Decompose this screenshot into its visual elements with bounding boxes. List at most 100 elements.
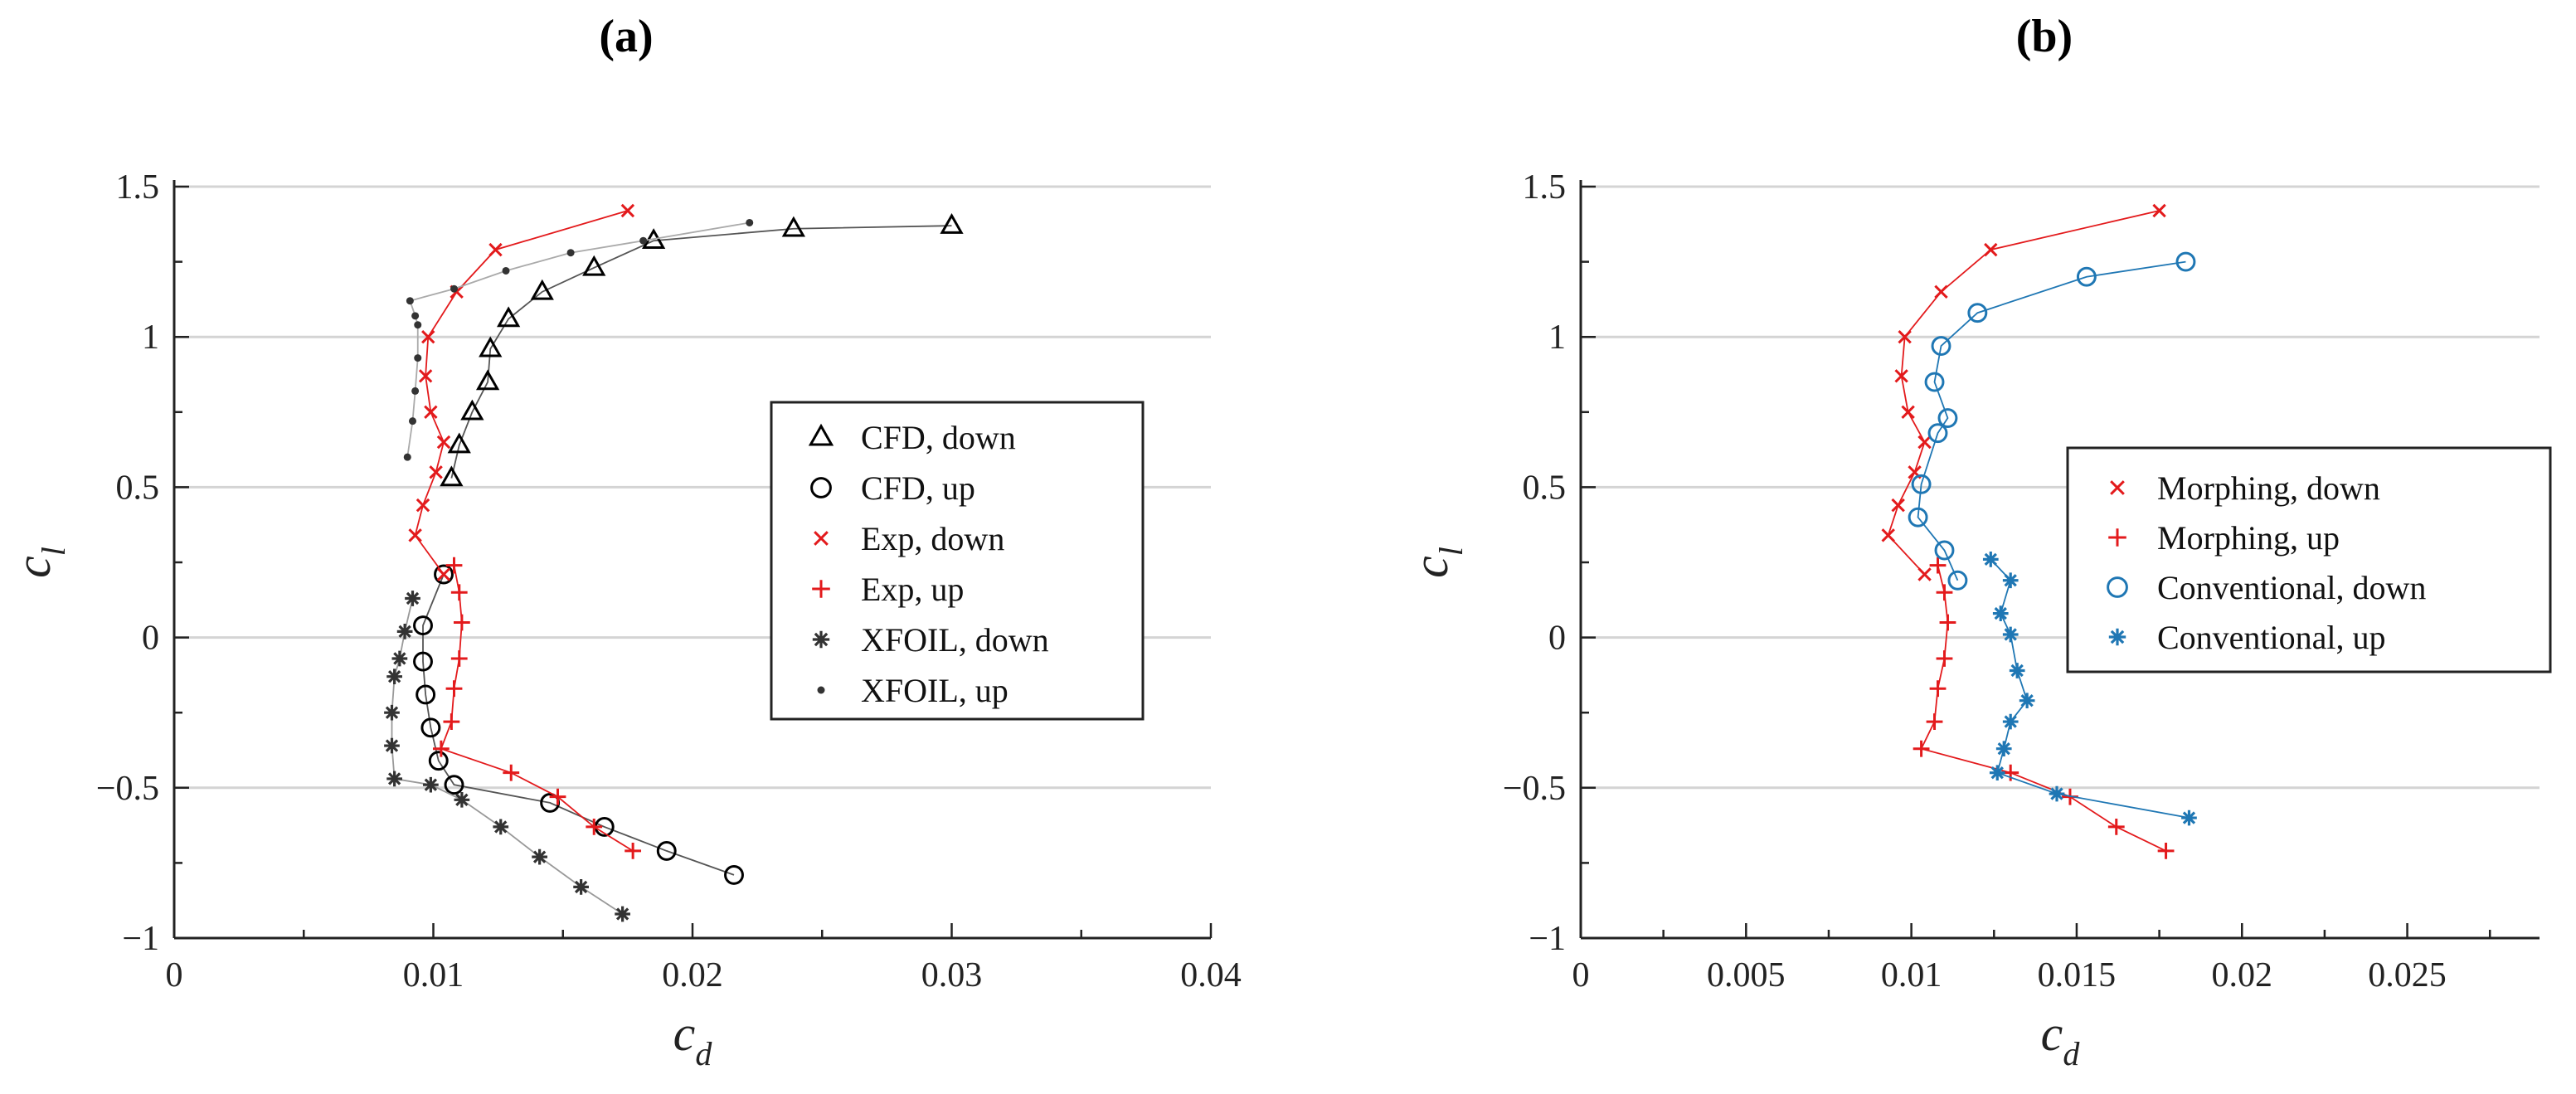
legend-box bbox=[770, 401, 1145, 721]
series-xfoil-up bbox=[403, 218, 754, 461]
x-tick-label: 0.01 bbox=[1881, 956, 1942, 994]
chart-panel-a: 0 0.01 0.02 0.03 0.04−1−0.500.511.5cdclCFD, … bbox=[6, 168, 1242, 1072]
data-point-marker bbox=[403, 453, 411, 461]
data-point-marker bbox=[414, 354, 422, 362]
data-point-marker bbox=[1929, 680, 1947, 698]
series-line bbox=[414, 210, 629, 576]
data-point-marker bbox=[416, 498, 430, 513]
data-point-marker bbox=[1982, 552, 1999, 567]
data-point-marker bbox=[386, 669, 402, 685]
series-line bbox=[440, 565, 634, 852]
data-point-marker bbox=[1967, 303, 1988, 323]
data-point-marker bbox=[1992, 605, 2009, 621]
series-line bbox=[1917, 260, 2186, 581]
data-point-marker bbox=[781, 216, 806, 237]
legend-entry: Morphing, down bbox=[2157, 469, 2380, 507]
data-point-marker bbox=[436, 567, 451, 581]
data-point-marker bbox=[573, 879, 589, 895]
y-axis-label: cl bbox=[1403, 547, 1470, 578]
y-axis-label: cl bbox=[6, 547, 72, 578]
data-point-marker bbox=[391, 650, 408, 667]
y-tick-label: 0 bbox=[1548, 620, 1566, 658]
data-point-marker bbox=[1913, 740, 1930, 757]
data-point-marker bbox=[502, 266, 510, 275]
data-point-marker bbox=[444, 775, 464, 795]
data-point-marker bbox=[1924, 372, 1945, 392]
data-point-marker bbox=[424, 405, 438, 420]
y-tick-label: 1.5 bbox=[1523, 168, 1567, 207]
y-axis-label-subscript: l bbox=[1432, 547, 1470, 556]
data-point-marker bbox=[406, 297, 414, 305]
x-axis-label-main: c bbox=[2041, 1006, 2063, 1061]
data-point-marker bbox=[409, 417, 416, 425]
data-point-marker bbox=[1929, 557, 1947, 574]
chart-panel-b: 0 0.005 0.01 0.015 0.02 0.025−1−0.500.511.5cd… bbox=[1403, 168, 2552, 1072]
data-point-marker bbox=[434, 564, 454, 585]
data-point-marker bbox=[420, 717, 441, 738]
data-point-marker bbox=[436, 435, 451, 450]
data-point-marker bbox=[440, 465, 464, 487]
data-point-marker bbox=[453, 614, 470, 631]
y-tick-label: 0 bbox=[142, 620, 159, 658]
data-point-marker bbox=[1947, 570, 1968, 591]
legend-entry: XFOIL, up bbox=[861, 672, 1009, 709]
y-axis-label-subscript: l bbox=[35, 547, 72, 556]
legend-marker bbox=[2108, 628, 2126, 646]
series-line bbox=[450, 225, 952, 479]
series-xfoil-down bbox=[384, 591, 630, 922]
data-point-marker bbox=[1934, 540, 1955, 561]
data-point-marker bbox=[445, 680, 463, 698]
legend-marker bbox=[808, 423, 834, 446]
data-point-marker bbox=[1917, 567, 1932, 581]
x-tick-label: 0.04 bbox=[1180, 956, 1242, 994]
series-exp-up bbox=[432, 557, 642, 859]
series-cfd-down bbox=[440, 212, 964, 487]
legend-box bbox=[2066, 446, 2552, 673]
data-point-marker bbox=[1911, 474, 1932, 494]
legend-marker bbox=[817, 686, 825, 694]
data-point-marker bbox=[2107, 819, 2125, 835]
data-point-marker bbox=[411, 387, 420, 395]
series-line bbox=[406, 221, 750, 458]
x-tick-label: 0.02 bbox=[662, 956, 723, 994]
legend-marker bbox=[2108, 528, 2126, 547]
data-point-marker bbox=[421, 329, 435, 344]
data-point-marker bbox=[1894, 369, 1908, 383]
x-tick-label: 0.015 bbox=[2038, 956, 2117, 994]
data-point-marker bbox=[746, 218, 754, 226]
legend-entry: Exp, up bbox=[861, 571, 964, 608]
data-point-marker bbox=[2009, 663, 2025, 678]
data-point-marker bbox=[429, 465, 443, 479]
data-point-marker bbox=[530, 279, 554, 300]
data-point-marker bbox=[1984, 242, 1998, 257]
x-tick-label: 0.03 bbox=[921, 956, 983, 994]
legend-marker bbox=[2107, 576, 2128, 598]
x-axis-label: cd bbox=[2041, 1006, 2081, 1072]
data-point-marker bbox=[2175, 251, 2196, 272]
legend-entry: XFOIL, down bbox=[861, 621, 1049, 659]
data-point-marker bbox=[586, 819, 603, 835]
data-point-marker bbox=[1995, 741, 2012, 757]
data-point-marker bbox=[503, 764, 520, 781]
y-tick-label: 0.5 bbox=[116, 469, 160, 507]
data-point-marker bbox=[386, 771, 402, 787]
data-point-marker bbox=[1939, 614, 1956, 631]
data-point-marker bbox=[475, 369, 500, 391]
legend-entry: CFD, up bbox=[861, 469, 975, 507]
data-point-marker bbox=[408, 528, 422, 542]
y-tick-label: −0.5 bbox=[96, 770, 159, 808]
data-point-marker bbox=[1891, 498, 1905, 513]
data-point-marker bbox=[2076, 266, 2097, 287]
legend: CFD, down CFD, up Exp, down Exp, up XFOIL, d… bbox=[770, 401, 1145, 721]
series-conventional-down bbox=[1908, 251, 2196, 591]
data-point-marker bbox=[479, 336, 503, 357]
data-point-marker bbox=[1934, 284, 1948, 299]
data-point-marker bbox=[2002, 626, 2019, 643]
data-point-marker bbox=[1898, 329, 1912, 344]
series-conventional-up bbox=[1982, 552, 2197, 826]
legend-marker bbox=[814, 531, 829, 546]
legend-entry: Morphing, up bbox=[2157, 519, 2340, 557]
data-point-marker bbox=[414, 321, 422, 329]
data-point-marker bbox=[488, 242, 503, 257]
data-point-marker bbox=[1937, 408, 1958, 428]
